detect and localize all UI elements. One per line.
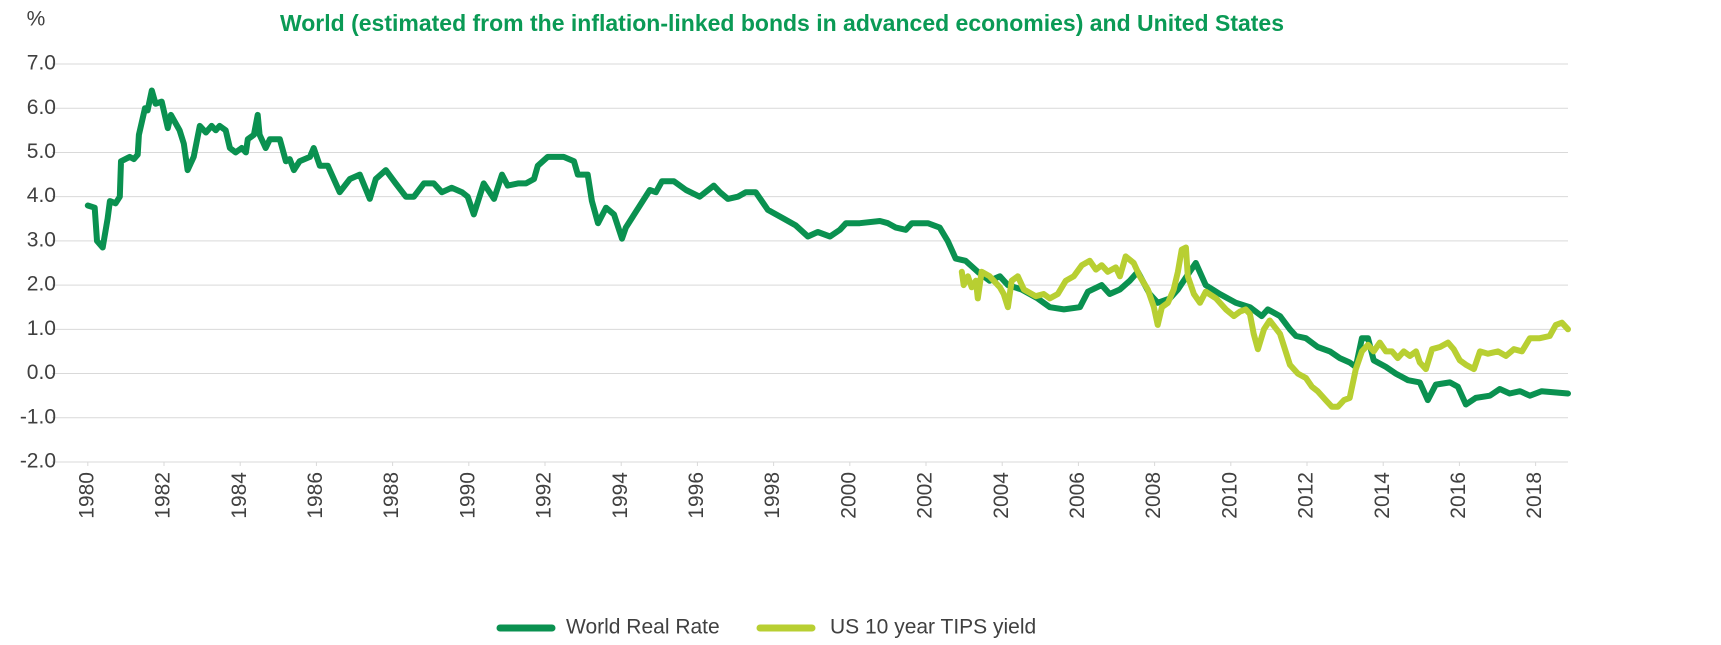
y-tick-label: -2.0 xyxy=(20,450,56,473)
x-tick-label: 2004 xyxy=(990,472,1013,519)
x-tick-label: 1982 xyxy=(152,472,175,519)
y-tick-label: 1.0 xyxy=(27,317,56,340)
y-tick-label: 2.0 xyxy=(27,273,56,296)
y-tick-label: 6.0 xyxy=(27,96,56,119)
x-tick-label: 1980 xyxy=(75,472,98,519)
x-tick-label: 2010 xyxy=(1218,472,1241,519)
x-tick-label: 2000 xyxy=(837,472,860,519)
x-tick-label: 2018 xyxy=(1523,472,1546,519)
x-tick-label: 2002 xyxy=(914,472,937,519)
x-tick-label: 1986 xyxy=(304,472,327,519)
x-tick-label: 1988 xyxy=(380,472,403,519)
x-tick-label: 1998 xyxy=(761,472,784,519)
x-tick-label: 1996 xyxy=(685,472,708,519)
series-line xyxy=(84,87,1571,408)
y-axis-label: % xyxy=(27,8,46,31)
y-tick-label: 7.0 xyxy=(27,52,56,75)
x-tick-label: 2008 xyxy=(1142,472,1165,519)
y-tick-label: 3.0 xyxy=(27,228,56,251)
x-tick-label: 1994 xyxy=(609,472,632,519)
x-tick-label: 1990 xyxy=(456,472,479,519)
y-tick-label: 0.0 xyxy=(27,361,56,384)
y-tick-label: 4.0 xyxy=(27,184,56,207)
chart-title: World (estimated from the inflation-link… xyxy=(280,10,1284,36)
x-tick-label: 2014 xyxy=(1371,472,1394,519)
x-tick-label: 1992 xyxy=(533,472,556,519)
x-tick-label: 2016 xyxy=(1447,472,1470,519)
y-tick-label: 5.0 xyxy=(27,140,56,163)
y-tick-label: -1.0 xyxy=(20,405,56,428)
legend-label: US 10 year TIPS yield xyxy=(830,616,1036,639)
x-tick-label: 1984 xyxy=(228,472,251,519)
x-tick-label: 2012 xyxy=(1295,472,1318,519)
x-tick-label: 2006 xyxy=(1066,472,1089,519)
series-line xyxy=(958,244,1571,410)
legend-label: World Real Rate xyxy=(566,616,720,639)
